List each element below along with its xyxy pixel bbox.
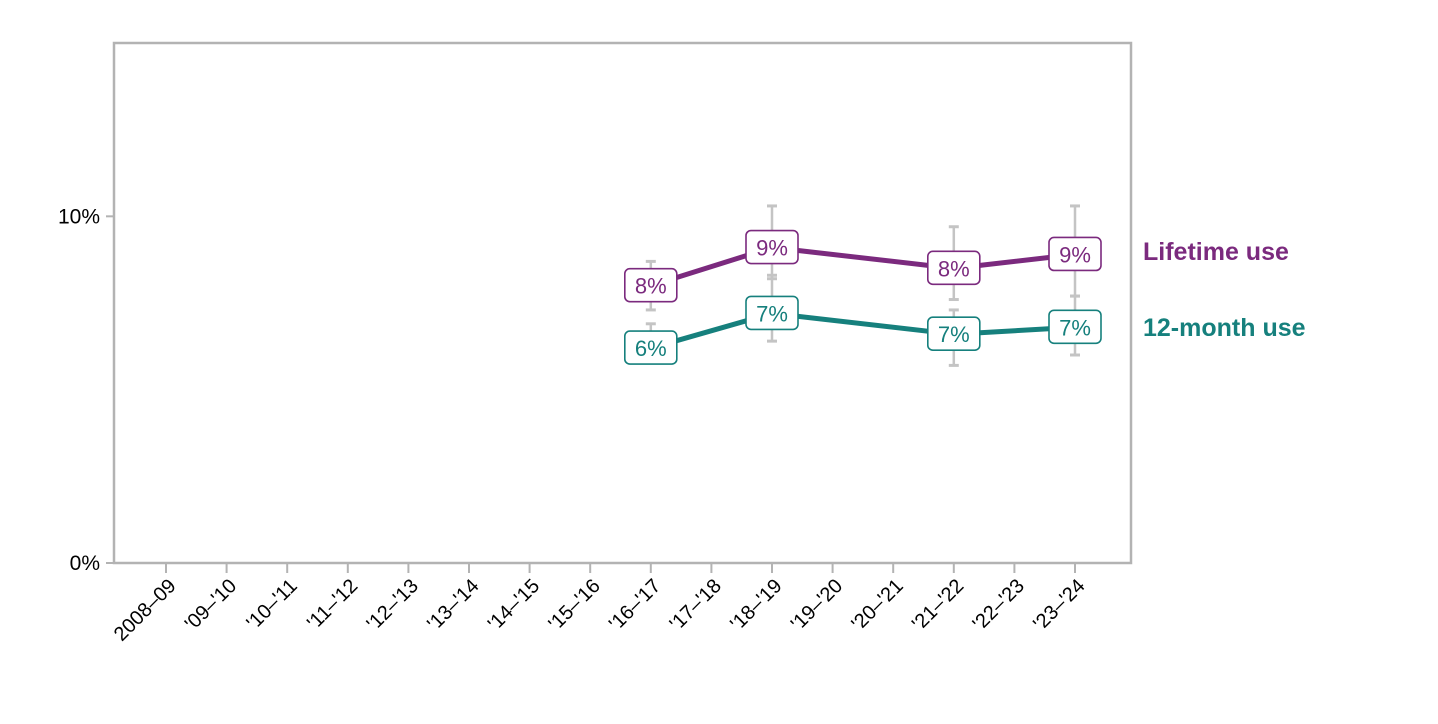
error-bars — [645, 204, 1080, 367]
data-label-text: 7% — [938, 322, 970, 347]
x-tick-label: '13–'14 — [423, 575, 483, 635]
data-label-text: 7% — [756, 301, 788, 326]
data-label-box — [1048, 236, 1102, 272]
data-label-text: 7% — [1059, 315, 1091, 340]
x-tick-label: '16–'17 — [605, 575, 665, 635]
legend-label-12-month-use: 12-month use — [1143, 314, 1306, 342]
x-tick-label: '23–'24 — [1029, 575, 1089, 635]
y-axis: 0% 10% — [58, 205, 114, 575]
data-label: 8% — [926, 250, 981, 286]
x-tick-label: '14–'15 — [484, 575, 544, 635]
data-label: 6% — [623, 330, 678, 365]
series-lines — [648, 245, 1078, 351]
y-tick-label: 10% — [58, 205, 100, 228]
y-tick-label: 0% — [70, 552, 100, 575]
x-tick-label: 2008–09 — [110, 575, 181, 646]
x-tick-label: '17–'18 — [666, 575, 726, 635]
x-tick-label: '19–'20 — [787, 575, 847, 635]
series-line-12-month — [648, 310, 1078, 351]
plot-frame — [112, 41, 1133, 565]
data-label-box — [745, 229, 799, 265]
x-tick-label: '11–'12 — [303, 575, 362, 634]
data-label: 7% — [926, 316, 981, 352]
x-tick-label: '18–'19 — [726, 575, 786, 635]
data-label-box — [745, 295, 799, 331]
data-label-box — [926, 316, 981, 352]
x-tick-label: '22–'23 — [969, 575, 1029, 635]
legend-label-lifetime-use: Lifetime use — [1143, 238, 1289, 266]
x-axis: 2008–09'09–'10'10–'11'11–'12'12–'13'13–'… — [110, 563, 1090, 646]
data-label-box — [1048, 309, 1102, 345]
data-label-text: 8% — [938, 256, 970, 281]
x-tick-label: '20–'21 — [847, 575, 907, 635]
data-label: 7% — [1048, 309, 1102, 345]
data-label-text: 8% — [635, 274, 667, 299]
data-label: 8% — [623, 267, 678, 303]
x-tick-label: '09–'10 — [181, 575, 241, 635]
series-line-lifetime — [648, 245, 1078, 289]
data-label-text: 9% — [1059, 242, 1091, 267]
plot-border — [112, 41, 1133, 565]
x-tick-label: '12–'13 — [363, 575, 423, 635]
data-label: 7% — [745, 295, 799, 331]
data-label-box — [623, 330, 678, 365]
x-tick-label: '15–'16 — [544, 575, 604, 635]
data-labels: 8% 9% 8% 9% 6% 7% 7% 7% — [623, 229, 1102, 365]
data-label-text: 9% — [756, 236, 788, 261]
data-label-box — [623, 267, 678, 303]
data-label: 9% — [745, 229, 799, 265]
x-tick-label: '10–'11 — [242, 575, 301, 634]
legend: Lifetime use 12-month use — [1143, 238, 1306, 342]
data-label-box — [926, 250, 981, 286]
x-tick-label: '21–'22 — [908, 575, 968, 635]
data-label: 9% — [1048, 236, 1102, 272]
data-label-text: 6% — [635, 336, 667, 361]
